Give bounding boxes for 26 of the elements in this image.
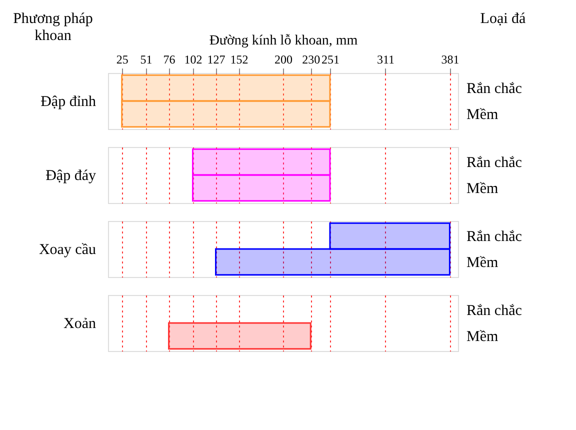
text: Phương pháp khoan: [13, 11, 93, 44]
y-axis-title: Đập đỉnh: [40, 94, 96, 110]
x-tick-label: 152: [230, 52, 248, 66]
y-tick-label: Mềm: [466, 328, 498, 345]
y-tick-label: Rắn chắc: [466, 229, 522, 246]
y-tick-label: Mềm: [466, 180, 498, 197]
x-tick-label: 51: [140, 52, 152, 66]
x-tick-label: 311: [376, 52, 395, 66]
x-tick-label: 230: [302, 52, 320, 66]
y-tick-label: Rắn chắc: [466, 155, 522, 172]
x-tick-label: 127: [207, 52, 226, 66]
x-tick-label: 25: [116, 52, 128, 66]
y-axis-title: Xoay cầu: [38, 242, 96, 258]
y-axis-title: Xoản: [64, 316, 96, 332]
y-tick-label: Mềm: [466, 254, 498, 271]
x-tick-label: 200: [274, 52, 292, 66]
text: Loại đá: [480, 11, 526, 27]
y-axis-title: Đập đáy: [46, 168, 96, 184]
y-tick-label: Mềm: [466, 106, 498, 123]
x-tick-label: 76: [163, 52, 176, 66]
y-tick-label: Rắn chắc: [466, 303, 522, 320]
x-tick-label: 102: [184, 52, 202, 66]
x-axis-title: Đường kính lỗ khoan, mm: [209, 34, 358, 48]
x-tick-label: 251: [321, 52, 340, 66]
x-tick-label: 381: [441, 52, 460, 66]
y-tick-label: Rắn chắc: [466, 81, 522, 98]
